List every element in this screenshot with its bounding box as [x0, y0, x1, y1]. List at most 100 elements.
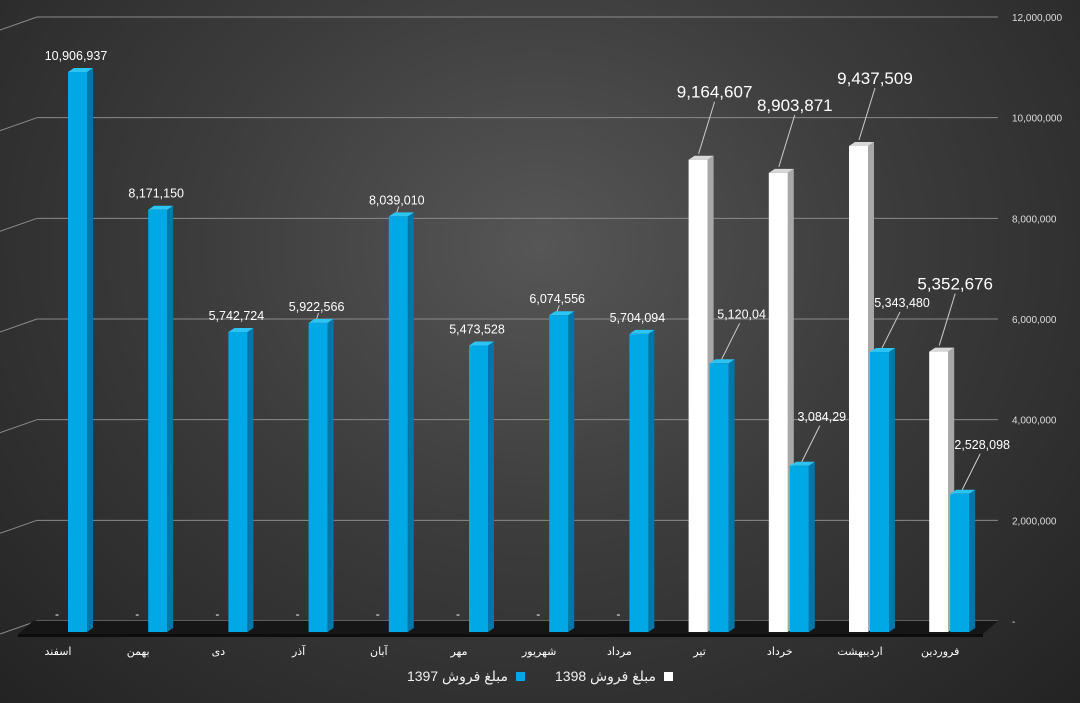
bar-1397: [549, 311, 575, 632]
leader-line: [396, 206, 400, 213]
bar-1397-top: [549, 311, 575, 316]
bar-1398-top: [849, 141, 874, 146]
gridline-slant: [0, 519, 38, 534]
zero-label: -: [456, 607, 460, 621]
y-tick-label: 10,000,000: [1012, 114, 1062, 125]
x-tick-label: مهر: [449, 645, 467, 658]
data-label-1398: 9,164,607: [677, 83, 753, 102]
bar-1397-top: [228, 327, 254, 332]
leader-line: [801, 425, 821, 462]
leader-line: [721, 323, 741, 360]
leader-line: [316, 312, 320, 320]
x-tick-label: آبان: [370, 644, 388, 658]
leader-line: [778, 114, 796, 167]
data-label-1397: 8,171,150: [128, 187, 184, 201]
x-tick-label: تیر: [692, 645, 705, 658]
bar-1397: [709, 359, 735, 632]
bar-1397: [228, 327, 254, 632]
bar-1397-side: [728, 359, 735, 632]
legend-item-1397[interactable]: مبلغ فروش 1397: [407, 668, 525, 685]
x-tick-label: فروردین: [921, 645, 959, 658]
bar-1397: [469, 341, 494, 632]
zero-label: -: [616, 607, 620, 621]
bar-1397-top: [68, 68, 93, 73]
y-tick-label: 2,000,000: [1012, 516, 1057, 527]
x-tick-label: بهمن: [127, 645, 150, 658]
bar-1397-side: [327, 318, 334, 632]
bar-1397-top: [789, 461, 815, 466]
data-label-1397: 5,742,724: [209, 309, 265, 323]
leader-line: [881, 311, 901, 349]
x-tick-label: آذر: [291, 644, 306, 658]
bar-1397-side: [648, 329, 655, 632]
bar-1398-front: [768, 172, 788, 632]
bar-1397-front: [469, 345, 488, 632]
bar-1397: [870, 348, 895, 632]
bar-1397-top: [308, 318, 334, 323]
leader-line: [698, 101, 716, 154]
gridline-slant: [0, 419, 38, 434]
bar-1397-top: [469, 341, 494, 346]
bar-1398-top: [929, 347, 955, 352]
zero-label: -: [296, 607, 300, 621]
data-label-1398: 8,903,871: [757, 96, 833, 115]
y-tick-label: -: [1012, 617, 1015, 628]
x-tick-label: اسفند: [45, 645, 72, 658]
bar-1397: [308, 318, 334, 632]
gridline-slant: [0, 318, 38, 333]
bar-1397-front: [629, 333, 649, 632]
bar-1398-front: [849, 145, 868, 633]
y-tick-label: 12,000,000: [1012, 13, 1062, 24]
x-tick-label: دی: [212, 645, 226, 658]
bar-1397-front: [709, 363, 729, 632]
data-label-1397: 5,704,094: [610, 311, 666, 325]
bar-1397-front: [950, 493, 970, 632]
bar-1397-front: [549, 315, 569, 632]
x-tick-label: اردیبهشت: [837, 645, 882, 658]
data-label-1397: 8,039,010: [369, 193, 425, 207]
bar-1398-front: [929, 351, 949, 632]
gridlines: [0, 16, 998, 635]
floor-edge: [18, 634, 983, 637]
bar-1397-side: [889, 348, 895, 632]
gridline-slant: [0, 217, 38, 232]
zero-label: -: [215, 607, 219, 621]
legend-swatch-1397: [516, 672, 525, 681]
data-label-1397: 10,906,937: [45, 49, 108, 63]
bar-1397-side: [488, 341, 494, 632]
zero-label: -: [536, 607, 540, 621]
data-label-1397: 5,120,04: [717, 307, 766, 321]
bar-1397: [148, 205, 174, 632]
gridline-slant: [0, 117, 38, 132]
bar-1398-top: [768, 168, 794, 173]
x-tick-label: خرداد: [767, 645, 793, 658]
bar-1397-side: [969, 489, 976, 632]
y-tick-label: 6,000,000: [1012, 315, 1057, 326]
bar-1397-front: [388, 216, 408, 633]
bars: [68, 68, 976, 633]
y-tick-label: 8,000,000: [1012, 214, 1057, 225]
legend-item-1398[interactable]: مبلغ فروش 1398: [555, 668, 674, 685]
gridline-slant: [0, 16, 38, 31]
data-label-1397: 6,074,556: [529, 292, 585, 306]
data-label-1397: 5,473,528: [449, 322, 505, 336]
bar-1397-side: [167, 205, 174, 632]
data-label-1398: 5,352,676: [917, 275, 993, 294]
chart-floor: [18, 621, 998, 637]
bar-1397: [629, 329, 655, 632]
bar-1398-front: [688, 159, 708, 632]
bar-1397-top: [709, 359, 735, 364]
bar-1398-top: [688, 155, 714, 160]
data-label-1397: 2,528,098: [954, 438, 1010, 452]
bar-1397-top: [148, 205, 174, 210]
bar-1397-top: [950, 489, 976, 494]
y-axis: - 2,000,000 4,000,000 6,000,000 8,000,000 10,…: [1012, 13, 1062, 628]
zero-label: -: [55, 607, 59, 621]
bar-1397: [789, 461, 815, 632]
data-labels: 10,906,937 - 8,171,150 - 5,742,724 - 5,922,566…: [45, 49, 1010, 621]
x-axis: اسفند بهمن دی آذر آبان مهر شهریور مرداد تیر خرداد…: [45, 644, 960, 658]
bar-1397-side: [407, 212, 414, 633]
leader-line: [938, 293, 956, 346]
leader-line: [858, 87, 876, 141]
bar-1397-side: [808, 461, 815, 632]
